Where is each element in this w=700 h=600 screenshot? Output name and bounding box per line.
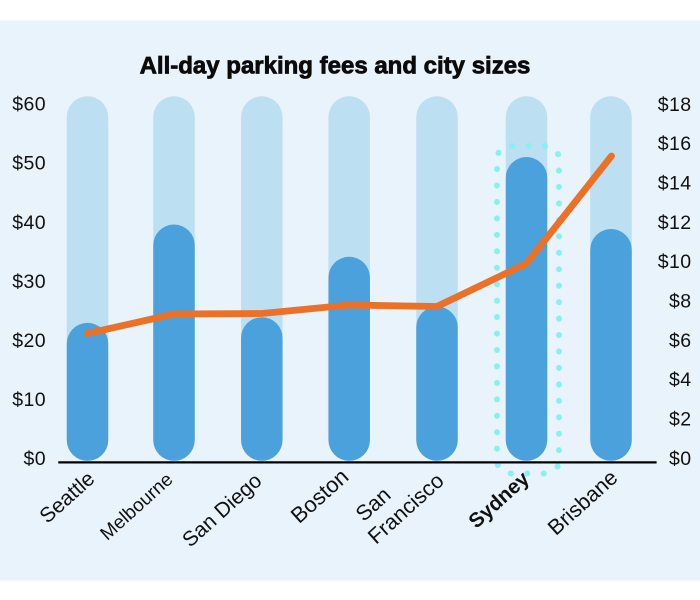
svg-text:$6: $6 xyxy=(669,330,692,352)
svg-text:$30: $30 xyxy=(12,271,46,293)
svg-text:$2: $2 xyxy=(669,409,692,431)
svg-text:$0: $0 xyxy=(24,448,47,470)
svg-text:$8: $8 xyxy=(669,291,692,313)
svg-text:$10: $10 xyxy=(12,389,46,411)
svg-text:$0: $0 xyxy=(669,448,692,470)
svg-text:$60: $60 xyxy=(12,94,46,116)
svg-text:$50: $50 xyxy=(12,153,46,175)
svg-text:$20: $20 xyxy=(12,330,46,352)
svg-text:$14: $14 xyxy=(658,173,692,195)
svg-text:$16: $16 xyxy=(658,133,692,155)
svg-text:$12: $12 xyxy=(658,212,692,234)
svg-text:All-day parking fees and city: All-day parking fees and city sizes xyxy=(140,53,531,80)
svg-text:$4: $4 xyxy=(669,369,692,391)
svg-text:$18: $18 xyxy=(658,94,692,116)
svg-text:$10: $10 xyxy=(658,251,692,273)
svg-text:$40: $40 xyxy=(12,212,46,234)
